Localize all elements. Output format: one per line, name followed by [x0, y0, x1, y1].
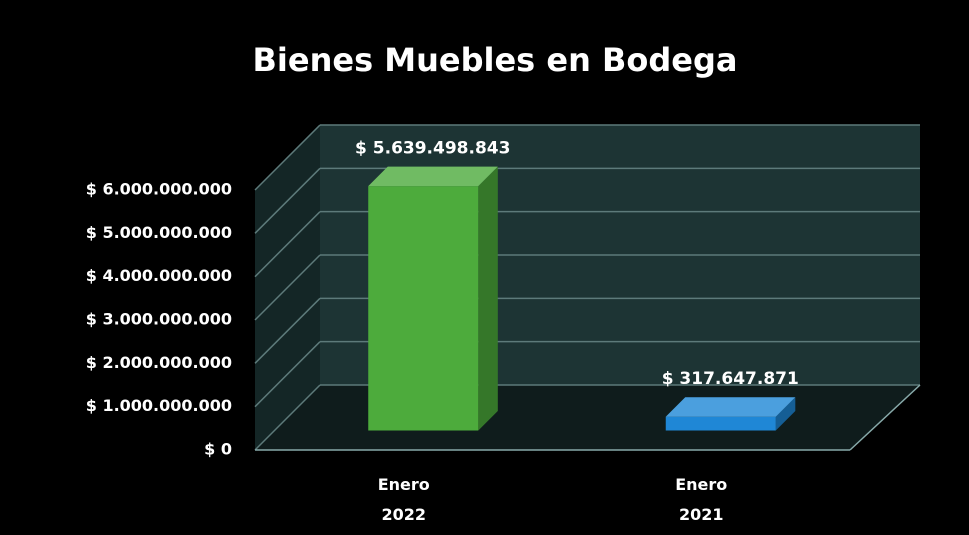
grid-line-side [254, 297, 321, 364]
bar-side-shade [775, 397, 796, 431]
floor [255, 385, 920, 450]
grid-line-side [254, 384, 321, 451]
y-tick-label: $ 3.000.000.000 [86, 310, 232, 329]
x-tick-label: Enero 2022 [377, 475, 430, 524]
bar-top [665, 397, 796, 417]
bar [665, 416, 776, 431]
y-tick-label: $ 0 [204, 440, 232, 459]
y-tick-label: $ 1.000.000.000 [86, 396, 232, 415]
chart-title: Bienes Muebles en Bodega [253, 41, 738, 79]
bar-side [478, 166, 498, 431]
bar-top [368, 166, 498, 187]
y-tick-label: $ 5.000.000.000 [86, 223, 232, 242]
y-tick-label: $ 6.000.000.000 [86, 180, 232, 199]
grid-line-side [254, 254, 321, 321]
y-tick-label: $ 4.000.000.000 [86, 266, 232, 285]
value-label: $ 5.639.498.843 [355, 139, 510, 159]
bar-side-shade [478, 166, 498, 431]
bar [368, 186, 479, 431]
y-tick-label: $ 2.000.000.000 [86, 353, 232, 372]
grid-line-side [254, 341, 321, 408]
x-tick-label: Enero 2021 [675, 475, 728, 524]
grid-line-side [254, 211, 321, 278]
value-label: $ 317.647.871 [662, 369, 799, 389]
grid-line-side [254, 167, 321, 234]
x-axis-depth [849, 384, 921, 451]
bar-side [775, 397, 796, 431]
bar-top-shade [665, 397, 796, 417]
grid-line-side [254, 124, 321, 191]
bar-top-shade [368, 166, 498, 187]
